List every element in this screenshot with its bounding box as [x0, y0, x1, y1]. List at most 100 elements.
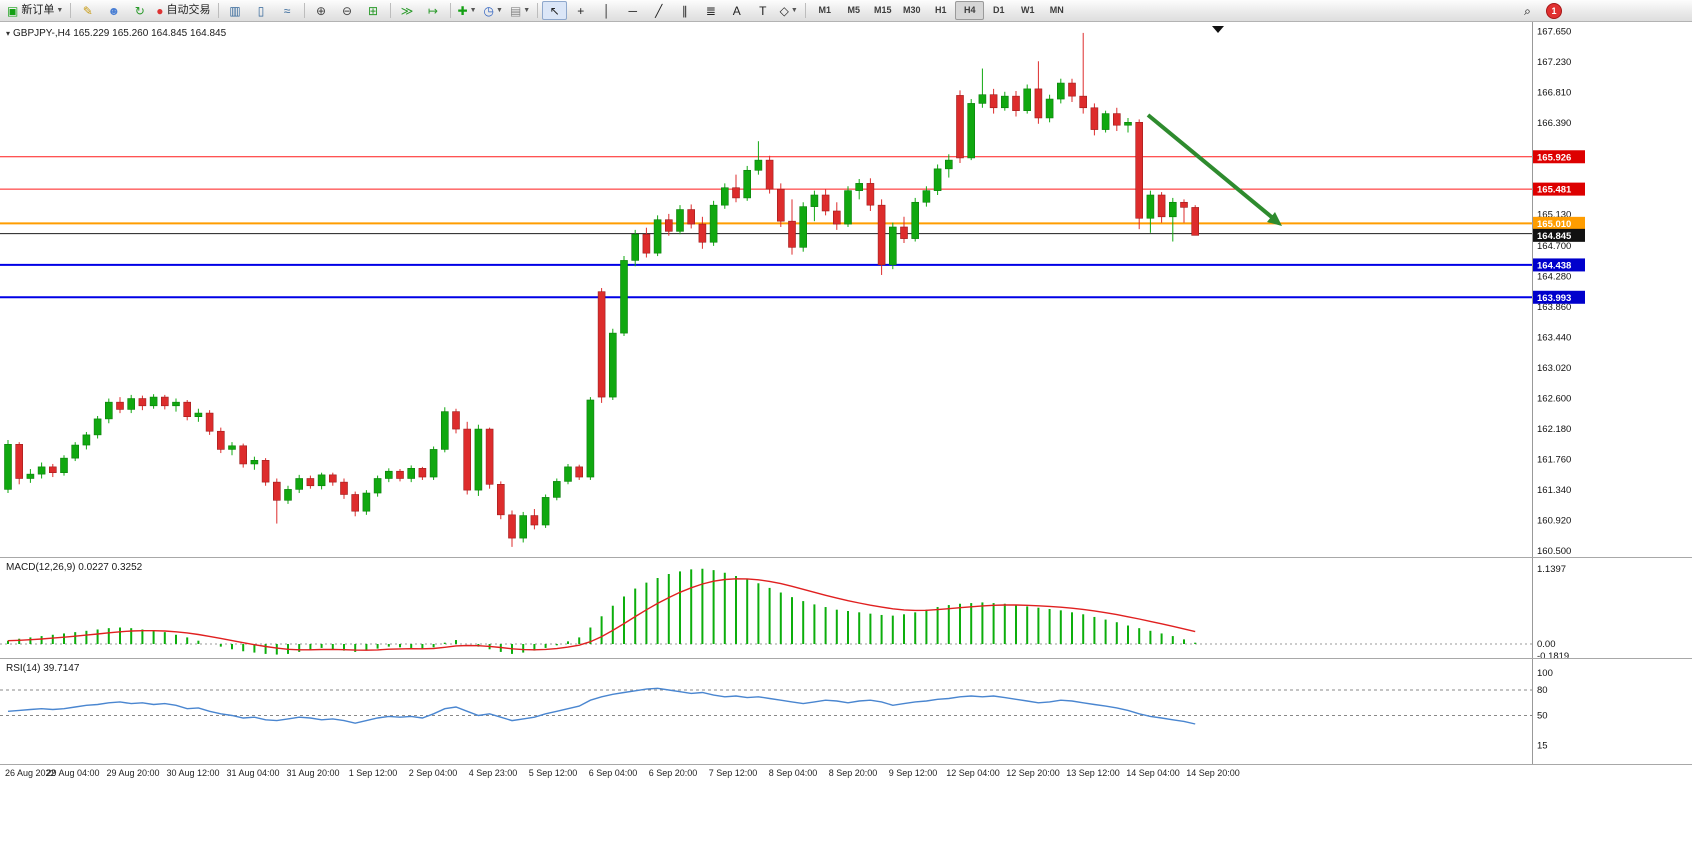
- auto-trading-label: 自动交易: [166, 4, 211, 16]
- indicators-plus-icon: ✚: [457, 3, 468, 18]
- chevron-down-icon: ▼: [469, 7, 477, 14]
- zoom-in-button[interactable]: ⊕: [309, 1, 334, 20]
- fibonacci-icon: ≣: [705, 3, 716, 18]
- trendline-tool-button[interactable]: ╱: [646, 1, 671, 20]
- label-tool-button[interactable]: T: [750, 1, 775, 20]
- chart-style-button[interactable]: ✎: [75, 1, 100, 20]
- time-axis-label: 30 Aug 12:00: [166, 768, 220, 778]
- rsi-canvas[interactable]: 100 80 50 15: [0, 659, 1692, 764]
- profiles-icon: ☻: [107, 3, 121, 18]
- toolbar-separator: [389, 3, 391, 18]
- timeframe-m1-button[interactable]: M1: [818, 5, 831, 15]
- template-icon: ▤: [509, 3, 522, 18]
- profiles-button[interactable]: ☻: [101, 1, 126, 20]
- line-chart-button[interactable]: ≈: [275, 1, 300, 20]
- timeframe-m15-button[interactable]: M15: [873, 5, 892, 15]
- trend-arrow-head: [1267, 212, 1282, 226]
- chart-caret-icon: ▾: [6, 29, 11, 38]
- new-order-button[interactable]: ▣ 新订单 ▼: [4, 1, 66, 20]
- rsi-tick-label: 50: [1537, 711, 1548, 722]
- time-axis-label: 6 Sep 20:00: [648, 768, 698, 778]
- indicators-button[interactable]: ✚ ▼: [455, 1, 480, 20]
- vertical-line-icon: │: [602, 3, 611, 18]
- auto-trading-button[interactable]: ● 自动交易: [153, 1, 213, 20]
- cursor-tool-button[interactable]: ↖: [542, 1, 568, 20]
- chart-shift-button[interactable]: ↦: [421, 1, 446, 20]
- timeframe-m30-button[interactable]: M30: [902, 5, 921, 15]
- price-tick-label: 161.340: [1537, 485, 1571, 496]
- toolbar-separator: [449, 3, 451, 18]
- rsi-panel[interactable]: RSI(14) 39.7147 100 80 50 15: [0, 658, 1692, 764]
- timeframe-d1-button[interactable]: D1: [992, 5, 1005, 15]
- crosshair-tool-button[interactable]: +: [568, 1, 593, 20]
- toolbar-right-group: ⌕ 1: [1515, 1, 1562, 20]
- timeframe-w1-button[interactable]: W1: [1020, 5, 1035, 15]
- price-tick-label: 167.230: [1537, 57, 1571, 68]
- time-axis-label: 12 Sep 04:00: [946, 768, 1000, 778]
- text-icon: A: [732, 3, 741, 18]
- chart-title: ▾ GBPJPY-,H4 165.229 165.260 164.845 164.…: [6, 28, 227, 39]
- chart-shift-marker-icon[interactable]: [1212, 26, 1224, 33]
- text-tool-button[interactable]: A: [724, 1, 749, 20]
- chevron-down-icon: ▼: [523, 7, 531, 14]
- templates-button[interactable]: ▤ ▼: [507, 1, 533, 20]
- vline-tool-button[interactable]: │: [594, 1, 619, 20]
- new-order-icon: ▣: [7, 3, 19, 18]
- macd-label: MACD(12,26,9) 0.0227 0.3252: [6, 562, 143, 573]
- toolbar-separator: [303, 3, 305, 18]
- shapes-icon: ◇: [779, 3, 789, 18]
- arrows-tool-button[interactable]: ◇ ▼: [776, 1, 801, 20]
- periods-button[interactable]: ◷ ▼: [481, 1, 506, 20]
- candles: [4, 32, 1199, 547]
- timeframe-m5-button[interactable]: M5: [847, 5, 860, 15]
- time-axis-label: 14 Sep 20:00: [1186, 768, 1240, 778]
- price-tick-label: 160.920: [1537, 516, 1571, 527]
- trend-arrow[interactable]: [1146, 113, 1276, 221]
- chevron-down-icon: ▼: [56, 7, 64, 14]
- price-tick-label: 165.130: [1537, 210, 1571, 221]
- auto-scroll-icon: ≫: [400, 3, 414, 18]
- price-chart-canvas[interactable]: 167.650 167.230 166.810 166.390 165.130 164.7…: [0, 22, 1692, 557]
- macd-canvas[interactable]: 1.1397 0.00-0.1819: [0, 558, 1692, 658]
- price-line-badge: [1533, 216, 1585, 230]
- search-button[interactable]: ⌕: [1515, 1, 1540, 20]
- refresh-button[interactable]: ↻: [127, 1, 152, 20]
- price-line-badge-label: 165.481: [1537, 185, 1572, 196]
- time-axis-label: 26 Aug 2022: [5, 768, 56, 778]
- price-chart-panel[interactable]: ▾ GBPJPY-,H4 165.229 165.260 164.845 164.…: [0, 22, 1692, 557]
- macd-panel[interactable]: MACD(12,26,9) 0.0227 0.3252 1.1397 0.00 -0…: [0, 557, 1692, 658]
- time-axis-label: 13 Sep 12:00: [1066, 768, 1120, 778]
- price-line-badge: [1533, 290, 1585, 304]
- candles-chart-button[interactable]: ▯: [249, 1, 274, 20]
- price-line-badge: [1533, 228, 1585, 242]
- toolbar-left-group: ▣ 新订单 ▼ ✎ ☻ ↻ ● 自动交易 ▥ ▯ ≈ ⊕ ⊖ ⊞ ≫ ↦ ✚ ▼ ◷ ▼ ▤ ▼ ↖ + │ ─ ╱ ∥ ≣ A T ◇ ▼: [4, 1, 809, 20]
- time-axis-label: 14 Sep 04:00: [1126, 768, 1180, 778]
- timeframe-group: M1 M5 M15 M30 H1 H4 D1 W1 MN: [810, 1, 1071, 20]
- time-axis-label: 7 Sep 12:00: [708, 768, 758, 778]
- price-line-badge: [1533, 182, 1585, 196]
- timeframe-h4-button[interactable]: H4: [955, 1, 985, 20]
- fibonacci-tool-button[interactable]: ≣: [698, 1, 723, 20]
- candles-chart-icon: ▯: [257, 3, 265, 18]
- timeframe-mn-button[interactable]: MN: [1049, 5, 1064, 15]
- toolbar: ▣ 新订单 ▼ ✎ ☻ ↻ ● 自动交易 ▥ ▯ ≈ ⊕ ⊖ ⊞ ≫ ↦ ✚ ▼ ◷ ▼ ▤ ▼ ↖ + │ ─ ╱ ∥ ≣ A T ◇ ▼ M…: [0, 0, 1692, 22]
- time-axis-label: 6 Sep 04:00: [588, 768, 638, 778]
- time-axis-label: 12 Sep 20:00: [1006, 768, 1060, 778]
- tile-windows-button[interactable]: ⊞: [361, 1, 386, 20]
- bars-chart-button[interactable]: ▥: [223, 1, 248, 20]
- price-tick-label: 167.650: [1537, 26, 1571, 37]
- hline-tool-button[interactable]: ─: [620, 1, 645, 20]
- horizontal-line-icon: ─: [628, 3, 637, 18]
- zoom-out-button[interactable]: ⊖: [335, 1, 360, 20]
- rsi-line: [7, 687, 1196, 725]
- timeframe-h1-button[interactable]: H1: [934, 5, 947, 15]
- channel-tool-button[interactable]: ∥: [672, 1, 697, 20]
- chevron-down-icon: ▼: [790, 7, 798, 14]
- price-tick-label: 160.500: [1537, 546, 1571, 557]
- auto-scroll-button[interactable]: ≫: [395, 1, 420, 20]
- time-axis[interactable]: 26 Aug 2022 29 Aug 04:00 29 Aug 20:00 30 Au…: [0, 764, 1692, 783]
- time-axis-label: 29 Aug 04:00: [46, 768, 100, 778]
- notification-badge[interactable]: 1: [1546, 2, 1562, 19]
- macd-signal-line: [7, 578, 1196, 651]
